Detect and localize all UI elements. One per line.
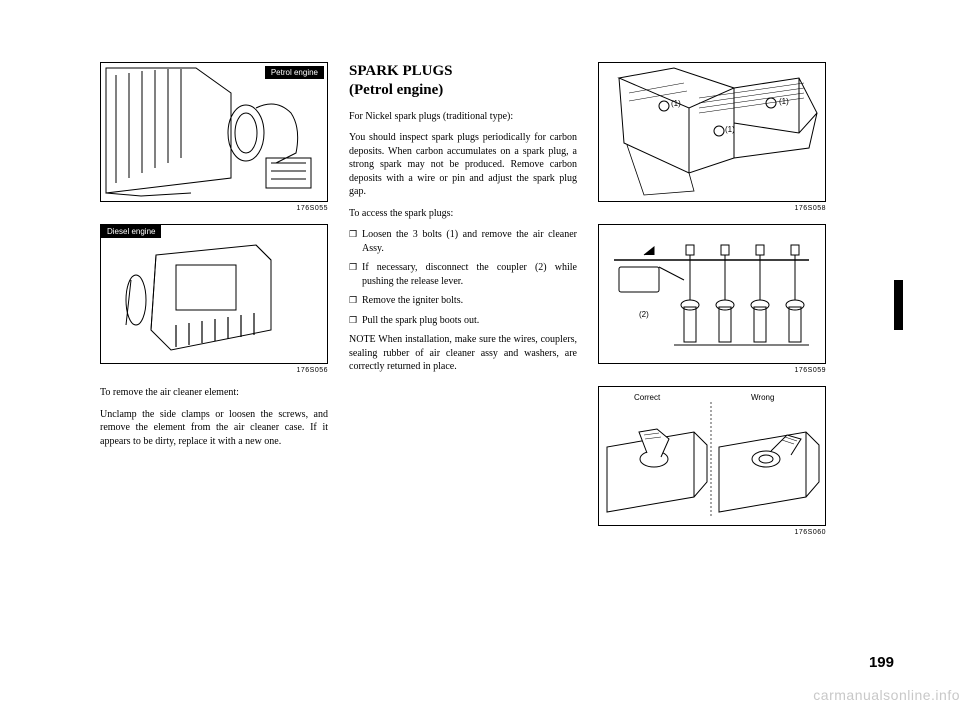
callout: (2)	[639, 310, 649, 319]
bolts-illustration	[599, 63, 823, 199]
figure-coupler: (2)	[598, 224, 826, 364]
paragraph: Unclamp the side clamps or loosen the sc…	[100, 408, 328, 449]
list-item: Remove the igniter bolts.	[349, 294, 577, 308]
list-item: Loosen the 3 bolts (1) and remove the ai…	[349, 228, 577, 255]
figure-label: Diesel engine	[101, 225, 161, 238]
figure-code: 176S055	[100, 205, 328, 212]
watermark: carmanualsonline.info	[813, 687, 960, 703]
coupler-illustration	[599, 225, 823, 361]
column-3: (1) (1) (1)	[598, 62, 826, 548]
callout: (1)	[671, 99, 681, 108]
figure-code: 176S060	[598, 529, 826, 536]
page-number: 199	[869, 654, 894, 671]
column-1: Petrol engine	[100, 62, 328, 548]
figure-code: 176S059	[598, 367, 826, 374]
paragraph: NOTE When installation, make sure the wi…	[349, 333, 577, 374]
paragraph: You should inspect spark plugs periodica…	[349, 131, 577, 199]
paragraph: To access the spark plugs:	[349, 207, 577, 221]
list-item: Pull the spark plug boots out.	[349, 314, 577, 328]
correct-wrong-illustration	[599, 387, 823, 523]
list-item: If necessary, disconnect the coupler (2)…	[349, 261, 577, 288]
petrol-engine-illustration	[101, 63, 325, 199]
figure-petrol-engine: Petrol engine	[100, 62, 328, 202]
callout: (1)	[725, 125, 735, 134]
side-tab	[894, 280, 903, 330]
diesel-engine-illustration	[101, 225, 325, 361]
paragraph: For Nickel spark plugs (traditional type…	[349, 110, 577, 124]
column-2: SPARK PLUGS(Petrol engine) For Nickel sp…	[349, 62, 577, 548]
label-correct: Correct	[634, 393, 660, 402]
figure-correct-wrong: Correct Wrong	[598, 386, 826, 526]
figure-code: 176S058	[598, 205, 826, 212]
figure-code: 176S056	[100, 367, 328, 374]
page-content: Petrol engine	[0, 0, 960, 548]
figure-bolts: (1) (1) (1)	[598, 62, 826, 202]
figure-diesel-engine: Diesel engine	[100, 224, 328, 364]
paragraph: To remove the air cleaner element:	[100, 386, 328, 400]
section-title: SPARK PLUGS(Petrol engine)	[349, 62, 577, 100]
callout: (1)	[779, 97, 789, 106]
figure-label: Petrol engine	[265, 66, 324, 79]
label-wrong: Wrong	[751, 393, 774, 402]
